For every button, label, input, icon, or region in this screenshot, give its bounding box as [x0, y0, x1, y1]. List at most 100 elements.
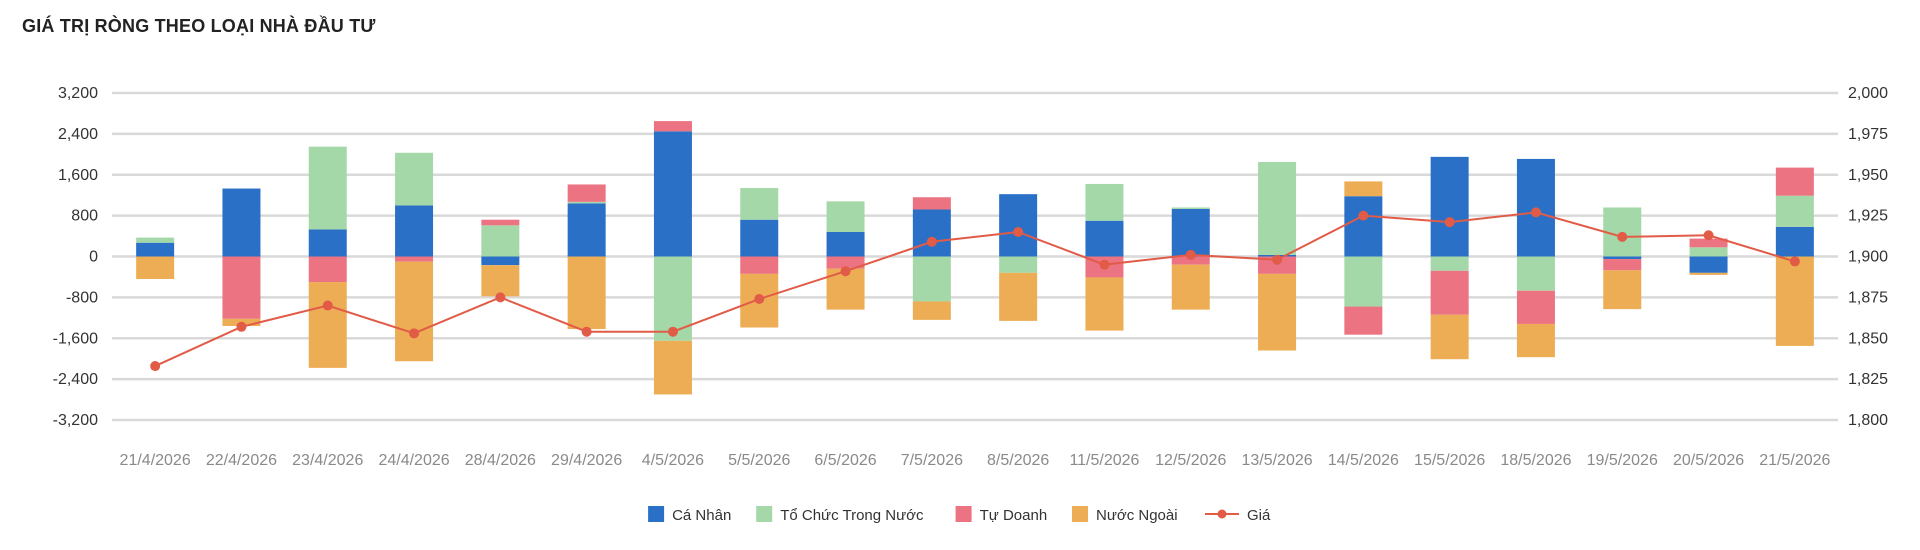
price-point	[409, 328, 420, 339]
y-left-tick-label: -2,400	[53, 371, 98, 388]
bar-segment	[136, 256, 175, 279]
y-right-tick-label: 1,825	[1848, 371, 1888, 388]
price-point	[1789, 256, 1800, 267]
bar-segment	[1689, 272, 1728, 275]
x-tick-label: 21/4/2026	[120, 452, 191, 469]
bar-segment	[1516, 256, 1555, 291]
bar-segment	[1689, 247, 1728, 257]
y-right-tick-label: 2,000	[1848, 85, 1888, 102]
y-left-tick-label: -1,600	[53, 330, 98, 347]
x-tick-label: 8/5/2026	[987, 452, 1049, 469]
y-left-tick-label: 800	[71, 208, 98, 225]
bar-segment	[1430, 256, 1469, 271]
bar-segment	[653, 121, 692, 132]
bar-segment	[1344, 196, 1383, 257]
x-tick-label: 18/5/2026	[1500, 452, 1571, 469]
bar-segment	[826, 256, 865, 269]
bar-segment	[1689, 256, 1728, 273]
price-point	[581, 326, 592, 337]
price-point	[150, 361, 161, 372]
price-point	[840, 266, 851, 277]
y-right-tick-label: 1,925	[1848, 208, 1888, 225]
x-tick-label: 23/4/2026	[292, 452, 363, 469]
price-point	[1617, 231, 1628, 242]
bar-segment	[999, 272, 1038, 321]
price-point	[1013, 226, 1024, 237]
bar-segment	[1775, 167, 1814, 196]
price-point	[495, 292, 506, 303]
y-right-tick-label: 1,975	[1848, 126, 1888, 143]
legend-label: Nước Ngoài	[1096, 507, 1178, 524]
bar-segment	[567, 201, 606, 204]
bar-segment	[1603, 259, 1642, 271]
price-point	[322, 300, 333, 311]
x-tick-label: 14/5/2026	[1328, 452, 1399, 469]
bar-segment	[999, 194, 1038, 257]
bar-segment	[395, 261, 434, 362]
y-left-tick-label: -3,200	[53, 412, 98, 429]
bar-segment	[1344, 181, 1383, 197]
x-tick-label: 11/5/2026	[1069, 452, 1139, 469]
y-left-tick-label: 3,200	[58, 85, 98, 102]
y-right-tick-label: 1,900	[1848, 249, 1888, 266]
x-tick-label: 7/5/2026	[901, 452, 963, 469]
bar-segment	[1171, 208, 1210, 257]
bar-segment	[1085, 277, 1124, 331]
price-point	[1358, 210, 1369, 221]
price-point	[754, 294, 765, 305]
bar-segment	[395, 205, 434, 257]
legend-label: Cá Nhân	[672, 507, 731, 524]
x-tick-label: 13/5/2026	[1241, 452, 1312, 469]
bar-segment	[740, 188, 779, 220]
bar-segment	[395, 256, 434, 262]
y-right-tick-label: 1,850	[1848, 330, 1888, 347]
bar-segment	[1344, 256, 1383, 307]
bar-segment	[653, 340, 692, 395]
x-tick-label: 28/4/2026	[465, 452, 536, 469]
x-tick-label: 5/5/2026	[728, 452, 790, 469]
bar-segment	[395, 152, 434, 206]
bar-segment	[1430, 314, 1469, 360]
chart-title: GIÁ TRỊ RÒNG THEO LOẠI NHÀ ĐẦU TƯ	[22, 16, 376, 36]
bar-segment	[567, 256, 606, 330]
x-tick-label: 21/5/2026	[1759, 452, 1830, 469]
bar-segment	[481, 265, 520, 297]
x-tick-label: 12/5/2026	[1155, 452, 1226, 469]
bar-segment	[1430, 270, 1469, 315]
price-point	[1272, 254, 1283, 265]
bar-segment	[222, 188, 261, 257]
bar-segment	[826, 231, 865, 257]
bar-segment	[653, 131, 692, 257]
legend-swatch	[648, 506, 665, 522]
legend-swatch	[756, 506, 773, 522]
price-point	[1444, 217, 1455, 228]
bar-segment	[1603, 270, 1642, 310]
price-point	[926, 236, 937, 247]
legend-swatch	[1072, 506, 1088, 522]
price-point	[236, 321, 247, 332]
bar-segment	[1689, 238, 1728, 248]
price-point	[1703, 230, 1714, 241]
bar-segment	[1258, 273, 1297, 351]
bar-segment	[481, 219, 520, 226]
legend-point-swatch	[1217, 509, 1227, 519]
bar-segment	[912, 197, 951, 210]
legend-label: Tự Doanh	[980, 507, 1048, 524]
bar-segment	[1516, 323, 1555, 358]
x-tick-label: 29/4/2026	[551, 452, 622, 469]
bar-segment	[912, 209, 951, 257]
x-tick-label: 4/5/2026	[642, 452, 704, 469]
legend-swatch	[955, 506, 972, 522]
y-left-tick-label: -800	[66, 289, 98, 306]
bar-segment	[1171, 256, 1210, 265]
bar-segment	[1603, 256, 1642, 260]
bar-segment	[1775, 195, 1814, 227]
price-point	[1530, 207, 1541, 218]
legend-label: Tổ Chức Trong Nước	[780, 507, 924, 524]
bar-segment	[222, 256, 261, 319]
bar-segment	[567, 184, 606, 202]
bar-segment	[1171, 207, 1210, 209]
price-point	[667, 326, 678, 337]
x-tick-label: 24/4/2026	[378, 452, 449, 469]
bar-segment	[1258, 161, 1297, 255]
